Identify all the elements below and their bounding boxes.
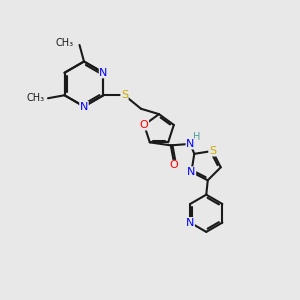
Text: N: N [99, 68, 108, 78]
Text: O: O [169, 160, 178, 170]
Text: CH₃: CH₃ [56, 38, 74, 48]
Text: S: S [209, 146, 216, 156]
Text: H: H [193, 132, 201, 142]
Text: CH₃: CH₃ [27, 93, 45, 103]
Text: S: S [121, 90, 128, 100]
Text: N: N [186, 139, 194, 149]
Text: O: O [140, 120, 148, 130]
Text: N: N [80, 101, 88, 112]
Text: N: N [187, 167, 196, 177]
Text: N: N [186, 218, 194, 228]
